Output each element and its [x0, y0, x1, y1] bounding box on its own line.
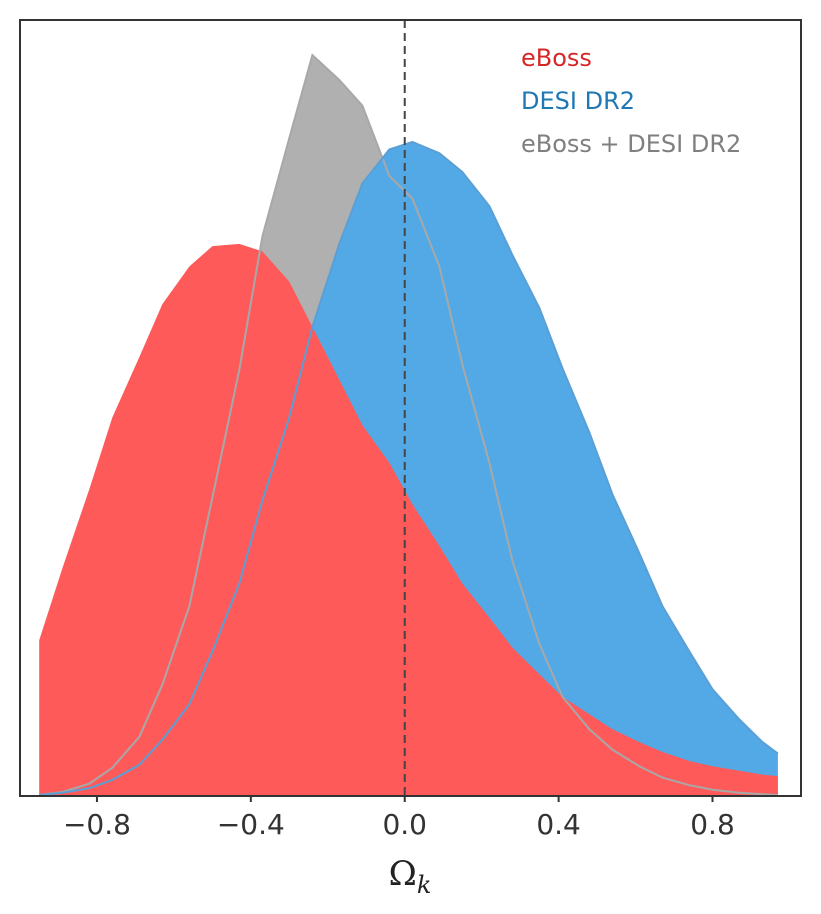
- series-line-eboss-desi-dr2: [39, 53, 778, 796]
- x-axis-label-subscript: k: [417, 871, 432, 899]
- legend-entry-eboss-desi-dr2: eBoss + DESI DR2: [521, 130, 741, 158]
- plot-frame: [19, 19, 802, 797]
- x-tick-label: 0.0: [382, 808, 427, 841]
- x-axis-ticks: −0.8 −0.4 0.0 0.4 0.8: [63, 796, 735, 841]
- x-axis-label-symbol: Ω: [389, 854, 417, 894]
- x-axis-label: Ωk: [389, 854, 432, 899]
- x-tick-label: 0.4: [536, 808, 581, 841]
- legend-entry-desi-dr2: DESI DR2: [521, 87, 635, 115]
- series-area-eboss: [39, 243, 778, 795]
- x-tick-label: 0.8: [690, 808, 735, 841]
- plot-area: [39, 53, 779, 796]
- x-tick-label: −0.4: [217, 808, 285, 841]
- legend-entry-eboss: eBoss: [521, 44, 592, 72]
- legend: eBoss DESI DR2 eBoss + DESI DR2: [521, 44, 741, 158]
- x-tick-label: −0.8: [63, 808, 131, 841]
- series-line-desi-dr2: [39, 140, 779, 796]
